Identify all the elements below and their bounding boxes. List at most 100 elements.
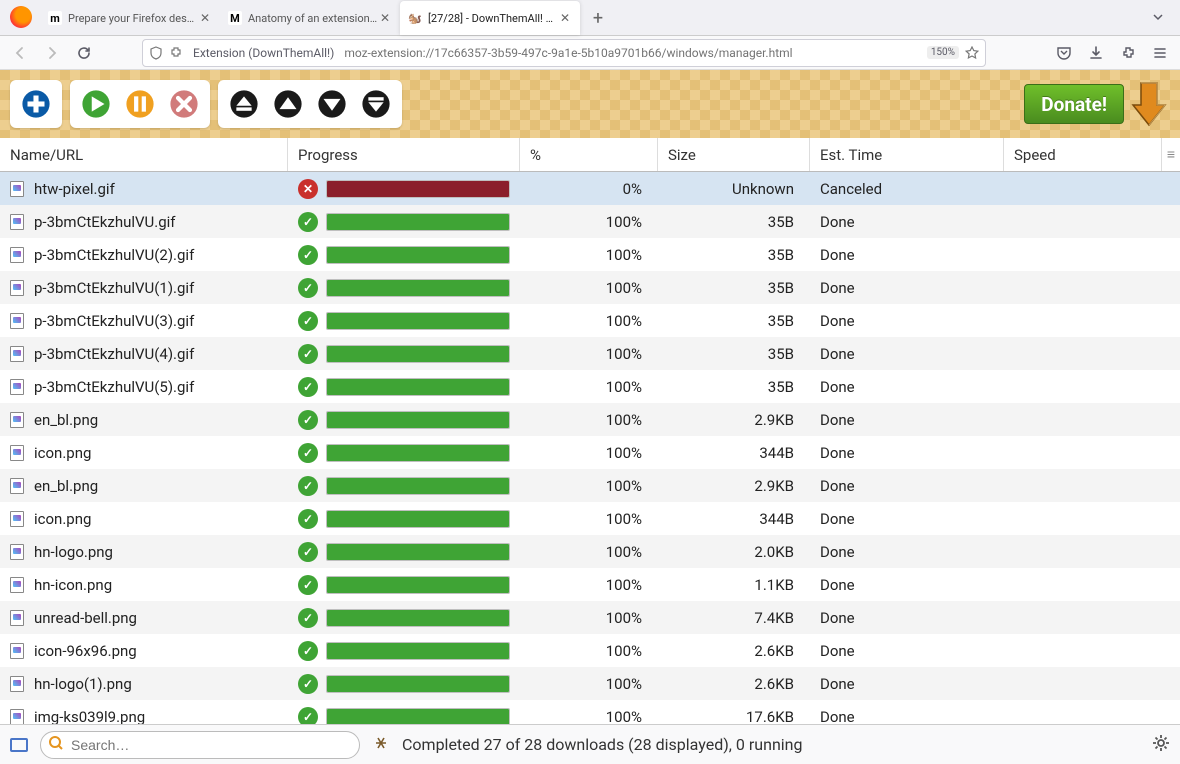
table-body[interactable]: htw-pixel.gif✕0%UnknownCanceled p-3bmCtEk…: [0, 172, 1180, 724]
size-cell: 2.6KB: [658, 675, 810, 693]
time-cell: Done: [810, 213, 1004, 231]
table-row[interactable]: hn-icon.png✓100%1.1KBDone: [0, 568, 1180, 601]
size-cell: 35B: [658, 312, 810, 330]
file-icon: [10, 610, 24, 626]
browser-tab[interactable]: MAnatomy of an extension - Moz…✕: [220, 1, 400, 35]
zoom-level[interactable]: 150%: [927, 46, 959, 59]
status-icon: ✓: [298, 278, 318, 298]
table-row[interactable]: p-3bmCtEkzhulVU(4).gif✓100%35BDone: [0, 337, 1180, 370]
file-name: icon-96x96.png: [34, 642, 137, 660]
progress-bar: [326, 708, 510, 725]
table-row[interactable]: p-3bmCtEkzhulVU(5).gif✓100%35BDone: [0, 370, 1180, 403]
downloads-button[interactable]: [1082, 39, 1110, 67]
resume-button[interactable]: [74, 82, 118, 126]
pause-button[interactable]: [118, 82, 162, 126]
pocket-button[interactable]: [1050, 39, 1078, 67]
forward-button[interactable]: [38, 39, 66, 67]
status-text: Completed 27 of 28 downloads (28 display…: [402, 735, 803, 754]
percent-cell: 100%: [520, 576, 658, 594]
browser-tab[interactable]: mPrepare your Firefox desktop e…✕: [40, 1, 220, 35]
table-row[interactable]: hn-logo(1).png✓100%2.6KBDone: [0, 667, 1180, 700]
table-row[interactable]: p-3bmCtEkzhulVU(1).gif✓100%35BDone: [0, 271, 1180, 304]
tab-close-button[interactable]: ✕: [378, 11, 392, 25]
donate-button[interactable]: Donate!: [1024, 84, 1124, 124]
progress-bar: [326, 609, 510, 627]
status-icon: ✓: [298, 542, 318, 562]
settings-button[interactable]: [1152, 734, 1170, 756]
file-icon: [10, 346, 24, 362]
status-icon: ✓: [298, 707, 318, 725]
table-row[interactable]: en_bl.png✓100%2.9KBDone: [0, 469, 1180, 502]
progress-bar: [326, 180, 510, 198]
back-button[interactable]: [6, 39, 34, 67]
time-cell: Done: [810, 246, 1004, 264]
table-row[interactable]: icon.png✓100%344BDone: [0, 502, 1180, 535]
extension-icon: [169, 46, 183, 60]
size-cell: 344B: [658, 444, 810, 462]
tab-close-button[interactable]: ✕: [198, 11, 212, 25]
url-bar[interactable]: Extension (DownThemAll!) moz-extension:/…: [142, 39, 986, 67]
status-icon: ✓: [298, 575, 318, 595]
file-name: hn-logo.png: [34, 543, 113, 561]
cancel-button[interactable]: [162, 82, 206, 126]
percent-cell: 100%: [520, 510, 658, 528]
file-icon: [10, 511, 24, 527]
progress-bar: [326, 378, 510, 396]
monitor-icon[interactable]: [10, 738, 28, 752]
size-cell: 2.0KB: [658, 543, 810, 561]
tab-title: [27/28] - DownThemAll! Manag…: [428, 12, 558, 25]
move-up-button[interactable]: [266, 82, 310, 126]
move-down-button[interactable]: [310, 82, 354, 126]
column-time[interactable]: Est. Time: [810, 138, 1004, 171]
move-bottom-button[interactable]: [354, 82, 398, 126]
table-row[interactable]: icon.png✓100%344BDone: [0, 436, 1180, 469]
browser-tab-bar: mPrepare your Firefox desktop e…✕MAnatom…: [0, 0, 1180, 36]
table-row[interactable]: unread-bell.png✓100%7.4KBDone: [0, 601, 1180, 634]
column-size[interactable]: Size: [658, 138, 810, 171]
table-row[interactable]: icon-96x96.png✓100%2.6KBDone: [0, 634, 1180, 667]
time-cell: Done: [810, 510, 1004, 528]
new-tab-button[interactable]: +: [584, 4, 612, 32]
column-percent[interactable]: %: [520, 138, 658, 171]
file-icon: [10, 709, 24, 725]
table-row[interactable]: htw-pixel.gif✕0%UnknownCanceled: [0, 172, 1180, 205]
table-row[interactable]: en_bl.png✓100%2.9KBDone: [0, 403, 1180, 436]
time-cell: Done: [810, 411, 1004, 429]
control-group: [70, 80, 210, 128]
percent-cell: 100%: [520, 444, 658, 462]
reload-button[interactable]: [70, 39, 98, 67]
file-icon: [10, 643, 24, 659]
progress-bar: [326, 642, 510, 660]
column-name[interactable]: Name/URL: [0, 138, 288, 171]
time-cell: Done: [810, 543, 1004, 561]
tabs-dropdown-button[interactable]: [1144, 3, 1172, 31]
table-row[interactable]: img-ks039l9.png✓100%17.6KBDone: [0, 700, 1180, 724]
browser-tab[interactable]: 🐿️[27/28] - DownThemAll! Manag…✕: [400, 1, 580, 35]
app-menu-button[interactable]: [1146, 39, 1174, 67]
file-icon: [10, 577, 24, 593]
search-input[interactable]: [40, 731, 360, 759]
column-progress[interactable]: Progress: [288, 138, 520, 171]
move-group: [218, 80, 402, 128]
move-top-button[interactable]: [222, 82, 266, 126]
status-icon: ✓: [298, 674, 318, 694]
percent-cell: 100%: [520, 213, 658, 231]
table-row[interactable]: p-3bmCtEkzhulVU.gif✓100%35BDone: [0, 205, 1180, 238]
status-icon: ✓: [298, 509, 318, 529]
table-row[interactable]: hn-logo.png✓100%2.0KBDone: [0, 535, 1180, 568]
file-name: p-3bmCtEkzhulVU.gif: [34, 213, 176, 231]
percent-cell: 100%: [520, 246, 658, 264]
tab-close-button[interactable]: ✕: [558, 11, 572, 25]
columns-menu-button[interactable]: ≡: [1162, 138, 1180, 171]
add-download-button[interactable]: [14, 82, 58, 126]
column-speed[interactable]: Speed: [1004, 138, 1162, 171]
table-row[interactable]: p-3bmCtEkzhulVU(3).gif✓100%35BDone: [0, 304, 1180, 337]
file-name: p-3bmCtEkzhulVU(1).gif: [34, 279, 194, 297]
percent-cell: 100%: [520, 708, 658, 725]
bookmark-star-icon[interactable]: [965, 46, 979, 60]
table-row[interactable]: p-3bmCtEkzhulVU(2).gif✓100%35BDone: [0, 238, 1180, 271]
url-text: moz-extension://17c66357-3b59-497c-9a1e-…: [344, 46, 921, 60]
tab-title: Prepare your Firefox desktop e…: [68, 12, 198, 25]
status-icon: ✓: [298, 212, 318, 232]
extensions-button[interactable]: [1114, 39, 1142, 67]
